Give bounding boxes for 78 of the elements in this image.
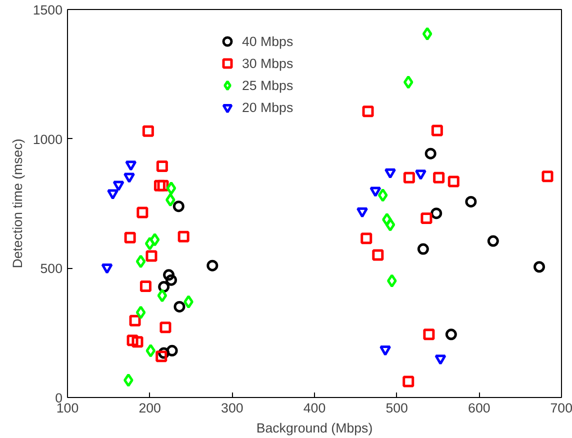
point [146, 250, 158, 262]
point [163, 269, 175, 281]
point [132, 336, 144, 348]
point [417, 243, 429, 255]
point [136, 306, 146, 320]
point [420, 212, 432, 224]
point [160, 322, 172, 334]
point [372, 249, 384, 261]
point [172, 200, 184, 212]
point [380, 346, 392, 356]
point [126, 334, 138, 346]
x-tick-label: 500 [386, 400, 408, 416]
point [174, 300, 186, 312]
point [124, 172, 135, 184]
point [402, 376, 414, 388]
point [448, 176, 460, 188]
y-axis-title: Detection time (msec) [10, 138, 25, 268]
point [384, 168, 396, 179]
point [166, 181, 176, 195]
point [107, 189, 119, 200]
point [434, 354, 446, 365]
point [150, 232, 160, 246]
point [146, 344, 156, 358]
point [112, 180, 124, 192]
point [178, 230, 190, 242]
point [403, 75, 414, 89]
point [184, 295, 194, 309]
point [542, 170, 554, 182]
point [124, 373, 134, 387]
point [156, 160, 168, 172]
point [142, 125, 154, 137]
point [166, 193, 176, 207]
point [166, 344, 178, 356]
legend-label: 20 Mbps [242, 100, 294, 114]
point [414, 170, 426, 180]
point [360, 232, 372, 244]
point [465, 196, 477, 208]
point [433, 172, 445, 184]
legend-label: 40 Mbps [242, 34, 294, 48]
point [124, 232, 136, 244]
point [157, 288, 168, 302]
point [386, 274, 397, 288]
y-tick-label: 1000 [32, 132, 63, 147]
x-axis-title: Background (Mbps) [256, 420, 373, 436]
point [370, 186, 382, 198]
point [430, 208, 442, 220]
x-tick-label: 200 [138, 400, 161, 416]
x-tick-label: 300 [221, 400, 244, 416]
point [487, 235, 499, 247]
point [136, 206, 148, 218]
point [403, 172, 415, 184]
point [156, 350, 168, 362]
point [362, 106, 374, 118]
point [422, 27, 432, 41]
x-tick-label: 700 [550, 400, 572, 416]
point [445, 328, 457, 340]
point [382, 212, 392, 226]
point [140, 280, 152, 292]
x-tick-label: 600 [468, 400, 490, 416]
point [165, 274, 177, 286]
y-tick-label: 500 [40, 261, 63, 276]
point [206, 260, 218, 272]
point [424, 148, 436, 160]
point [144, 236, 155, 250]
point [385, 218, 396, 232]
legend-label: 30 Mbps [242, 56, 294, 70]
point [136, 254, 146, 268]
point [378, 188, 388, 202]
point [534, 261, 546, 273]
point [423, 328, 435, 340]
point [431, 124, 443, 136]
point [154, 180, 166, 192]
point [101, 264, 113, 274]
y-tick-label: 1500 [32, 2, 63, 18]
legend-label: 25 Mbps [242, 78, 294, 92]
point [356, 207, 368, 218]
point [125, 160, 137, 171]
x-tick-label: 400 [303, 400, 326, 416]
